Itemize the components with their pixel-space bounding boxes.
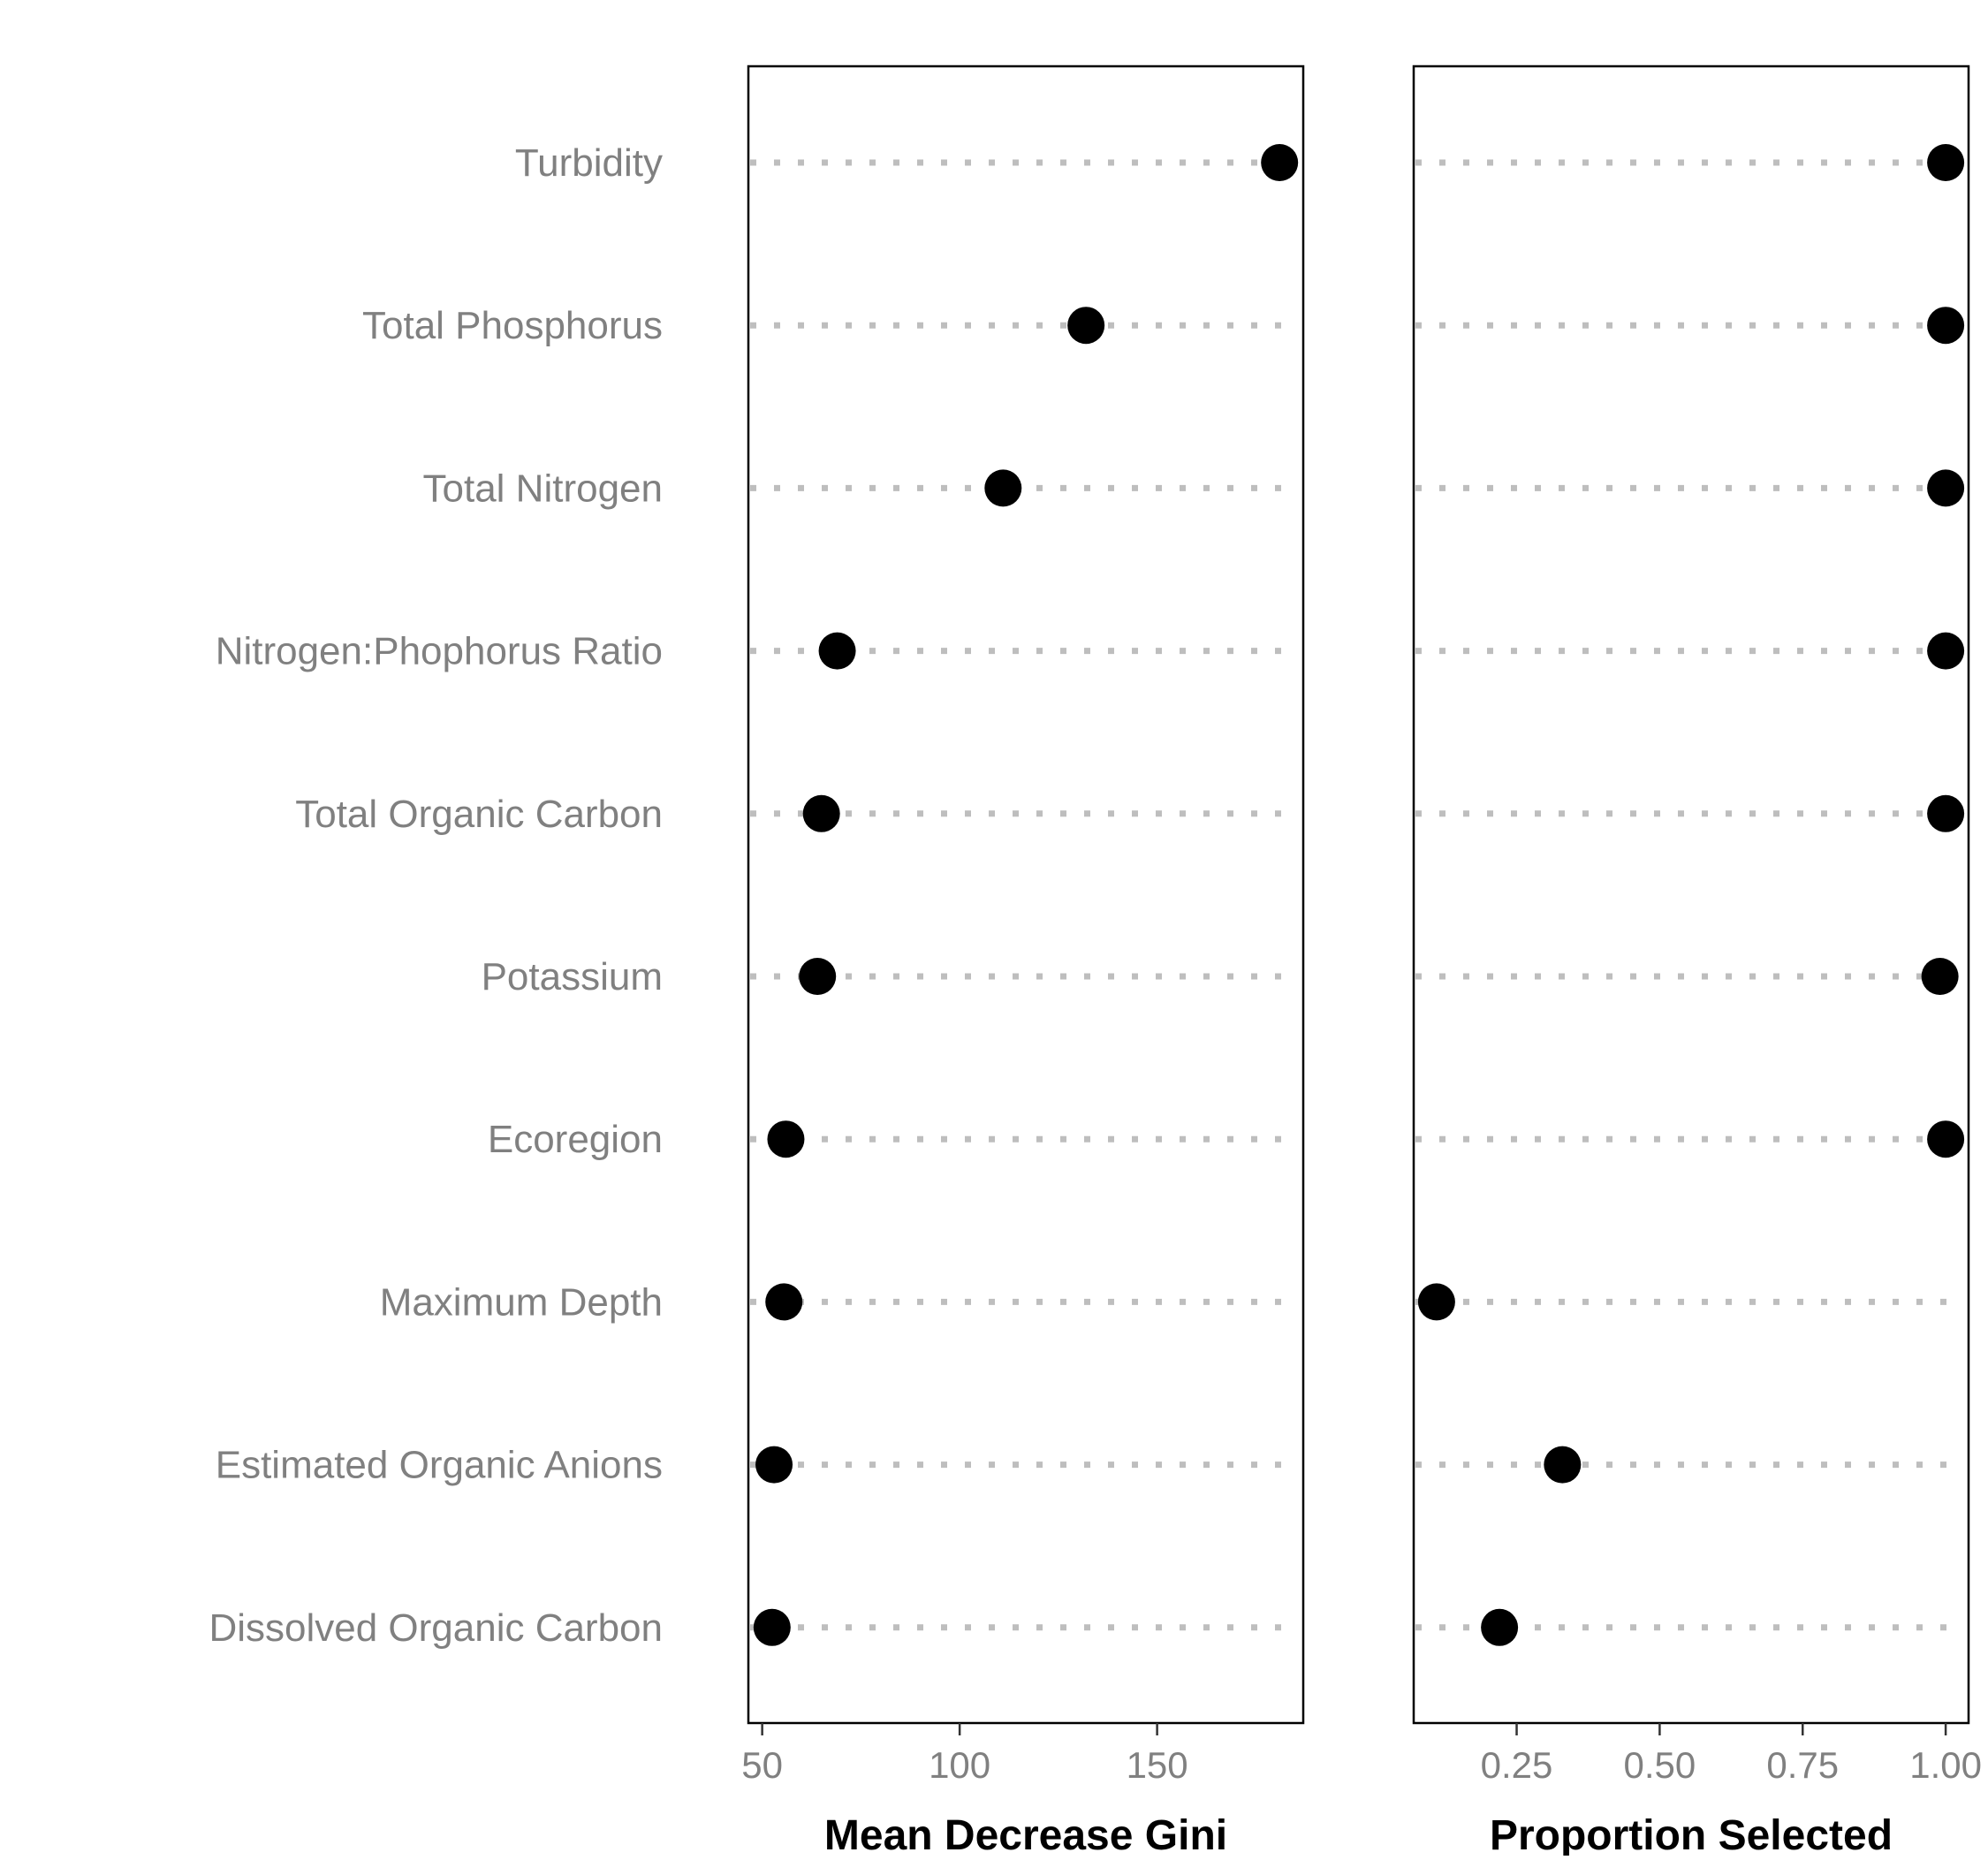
category-label-potassium: Potassium [482,955,663,998]
category-label-total-organic-carbon: Total Organic Carbon [295,793,663,836]
x-tick-label: 0.50 [1624,1744,1696,1786]
x-axis-title-proportion-selected: Proportion Selected [1490,1812,1893,1856]
data-point-total-organic-carbon [802,794,840,832]
data-point-potassium [799,958,837,995]
data-point-maximum-depth [1417,1283,1455,1321]
category-labels: Turbidity Total Phosphorus Total Nitrogen N… [209,141,663,1650]
category-label-turbidity: Turbidity [515,141,663,185]
x-tick-label: 150 [1127,1744,1188,1786]
category-label-maximum-depth: Maximum Depth [380,1280,663,1324]
x-tick-label: 100 [929,1744,990,1786]
category-label-estimated-organic-anions: Estimated Organic Anions [216,1444,663,1487]
category-label-nitrogen-phophorus-ratio: Nitrogen:Phophorus Ratio [216,630,663,673]
data-point-total-phosphorus [1927,307,1965,345]
data-point-nitrogen-phophorus-ratio [818,632,856,670]
data-point-total-nitrogen [1927,469,1965,507]
data-point-potassium [1921,958,1959,995]
data-point-dissolved-organic-carbon [1481,1608,1519,1646]
x-tick-label: 1.00 [1909,1744,1982,1786]
x-tick-label: 50 [741,1744,783,1786]
data-point-total-organic-carbon [1927,794,1965,832]
category-label-total-phosphorus: Total Phosphorus [362,304,663,347]
data-point-total-phosphorus [1067,307,1105,345]
category-label-dissolved-organic-carbon: Dissolved Organic Carbon [209,1606,663,1650]
data-point-estimated-organic-anions [1544,1446,1582,1484]
data-point-turbidity [1927,144,1965,181]
panel-border [747,65,1305,1725]
data-point-estimated-organic-anions [755,1446,793,1484]
panel-proportion-selected: 0.25 0.50 0.75 1.00 Proportion Selected [1412,65,1982,1859]
x-axis-title-mean-decrease-gini: Mean Decrease Gini [824,1812,1227,1856]
panel-border [1412,65,1970,1725]
x-tick-label: 0.75 [1766,1744,1839,1786]
data-point-turbidity [1261,144,1299,181]
category-label-ecoregion: Ecoregion [488,1118,663,1161]
data-point-total-nitrogen [984,469,1022,507]
x-tick-label: 0.25 [1481,1744,1553,1786]
data-point-dissolved-organic-carbon [753,1608,791,1646]
category-label-total-nitrogen: Total Nitrogen [423,467,663,510]
panel-mean-decrease-gini: 50 100 150 Mean Decrease Gini [741,65,1305,1859]
data-point-ecoregion [1927,1120,1965,1158]
data-point-ecoregion [767,1120,805,1158]
data-point-maximum-depth [765,1283,803,1321]
data-point-nitrogen-phophorus-ratio [1927,632,1965,670]
